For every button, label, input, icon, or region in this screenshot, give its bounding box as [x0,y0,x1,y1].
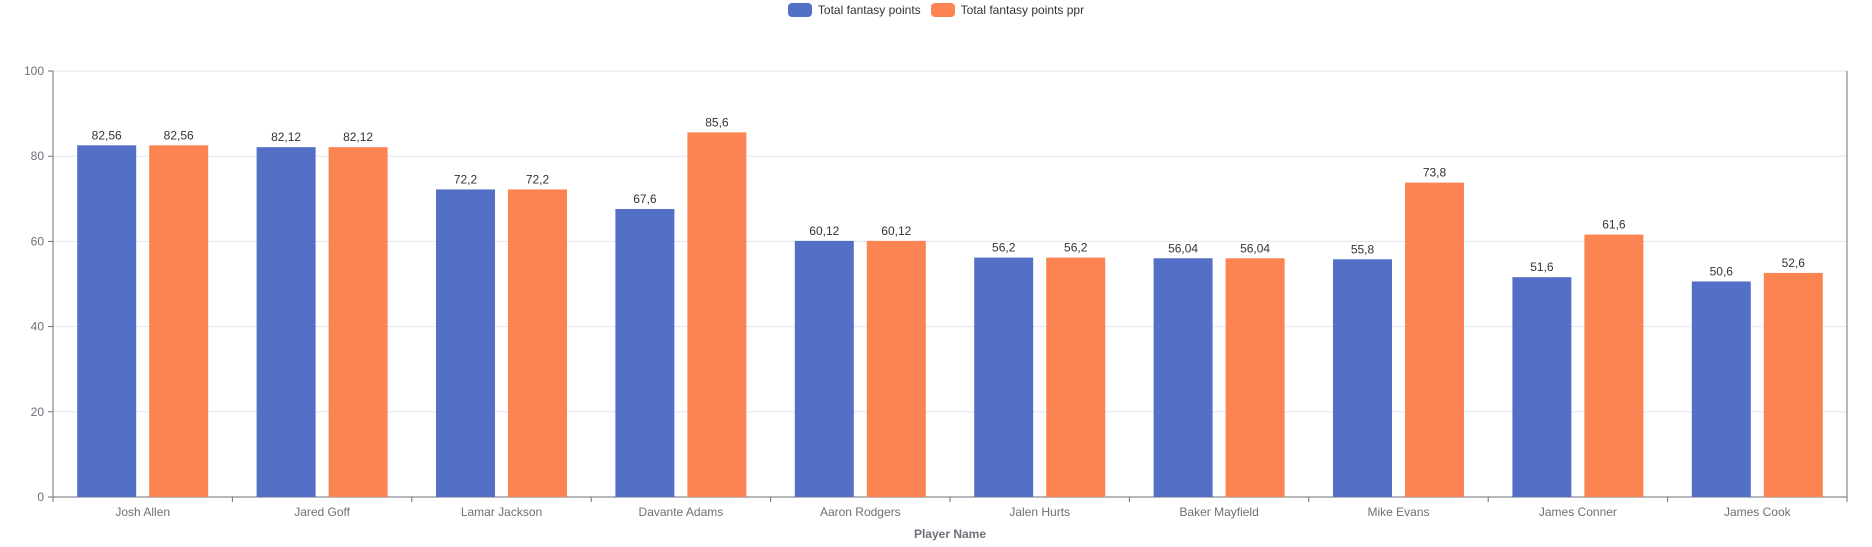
bar [328,147,388,497]
y-tick-label: 0 [37,490,44,504]
data-label: 72,2 [454,172,478,186]
data-label: 56,2 [1064,241,1088,255]
legend-item-series-1[interactable]: Total fantasy points [787,3,921,17]
x-tick-label: Davante Adams [639,505,724,519]
data-label: 61,6 [1602,218,1626,232]
legend-label-series-2: Total fantasy points ppr [960,3,1085,17]
y-tick-label: 80 [31,149,45,163]
x-tick-label: Mike Evans [1367,505,1429,519]
legend-swatch-series-2 [930,3,955,17]
x-tick-label: Josh Allen [115,505,170,519]
bar [1333,259,1392,497]
legend: Total fantasy points Total fantasy point… [0,3,1872,17]
bar [436,189,495,498]
bar [149,145,209,497]
data-label: 82,12 [343,130,373,144]
bar [77,145,137,497]
bar [1046,257,1106,497]
bar [866,240,926,497]
data-label: 56,04 [1168,241,1198,255]
x-tick-label: Baker Mayfield [1179,505,1258,519]
data-label: 82,56 [92,128,122,142]
x-tick-label: James Cook [1724,505,1792,519]
data-label: 67,6 [633,192,657,206]
bar [1691,281,1751,497]
y-tick-label: 20 [31,405,45,419]
bar [794,240,854,497]
x-tick-label: James Conner [1539,505,1617,519]
x-tick-label: Jared Goff [294,505,350,519]
data-label: 60,12 [809,224,839,238]
data-label: 82,56 [164,128,194,142]
data-label: 60,12 [881,224,911,238]
legend-item-series-2[interactable]: Total fantasy points ppr [930,3,1085,17]
data-label: 50,6 [1710,264,1734,278]
bar [256,147,316,497]
x-axis-title: Player Name [914,527,986,541]
data-label: 82,12 [271,130,301,144]
bar [615,209,675,498]
y-tick-label: 60 [31,234,45,248]
y-tick-label: 40 [31,320,45,334]
data-label: 51,6 [1530,260,1554,274]
x-tick-label: Jalen Hurts [1009,505,1070,519]
bar [1763,272,1823,497]
bar [1584,234,1644,498]
data-label: 72,2 [526,172,550,186]
data-label: 55,8 [1351,242,1375,256]
bar [687,132,747,497]
bar [1225,258,1285,497]
x-tick-label: Aaron Rodgers [820,505,901,519]
legend-label-series-1: Total fantasy points [817,3,921,17]
y-tick-label: 100 [24,64,44,78]
bar [508,189,567,498]
data-label: 56,2 [992,241,1016,255]
data-label: 73,8 [1423,166,1447,180]
x-tick-label: Lamar Jackson [461,505,542,519]
bar [1512,277,1572,497]
data-label: 85,6 [705,115,729,129]
bar [1153,258,1213,497]
bar [974,257,1034,497]
data-label: 52,6 [1782,256,1806,270]
data-label: 56,04 [1240,241,1270,255]
bar [1405,182,1464,497]
legend-swatch-series-1 [787,3,812,17]
